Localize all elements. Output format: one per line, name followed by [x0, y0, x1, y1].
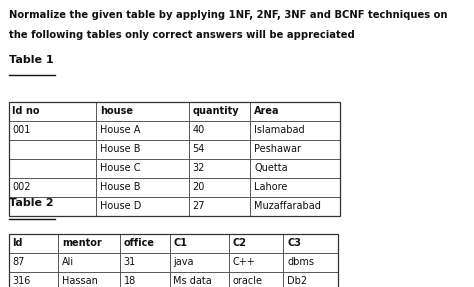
Bar	[58, 272, 120, 287]
Text: Quetta: Quetta	[254, 163, 288, 173]
Bar	[170, 272, 229, 287]
Bar	[170, 234, 229, 253]
Text: quantity: quantity	[192, 106, 239, 116]
Text: 87: 87	[12, 257, 25, 267]
Bar	[229, 253, 283, 272]
Text: Muzaffarabad: Muzaffarabad	[254, 201, 321, 211]
Text: 31: 31	[124, 257, 136, 267]
Text: Peshawar: Peshawar	[254, 144, 301, 154]
Bar	[96, 197, 189, 216]
Text: House D: House D	[100, 201, 141, 211]
Text: 316: 316	[12, 276, 31, 286]
Text: the following tables only correct answers will be appreciated: the following tables only correct answer…	[9, 30, 354, 40]
Bar	[96, 140, 189, 159]
Bar	[170, 253, 229, 272]
Text: Table 1: Table 1	[9, 55, 53, 65]
Bar	[9, 121, 96, 140]
Bar	[9, 272, 58, 287]
Text: 18: 18	[124, 276, 136, 286]
Text: Islamabad: Islamabad	[254, 125, 305, 135]
Text: Table 2: Table 2	[9, 198, 53, 208]
Bar	[229, 272, 283, 287]
Bar	[189, 197, 250, 216]
Text: House B: House B	[100, 182, 140, 192]
Text: Ali: Ali	[62, 257, 74, 267]
Text: Normalize the given table by applying 1NF, 2NF, 3NF and BCNF techniques on: Normalize the given table by applying 1N…	[9, 10, 447, 20]
Bar	[96, 102, 189, 121]
Text: oracle: oracle	[233, 276, 263, 286]
Text: java: java	[173, 257, 194, 267]
Bar	[250, 121, 340, 140]
Bar	[9, 140, 96, 159]
Text: office: office	[124, 238, 155, 248]
Bar	[189, 178, 250, 197]
Text: 27: 27	[192, 201, 205, 211]
Bar	[120, 272, 170, 287]
Text: C1: C1	[173, 238, 188, 248]
Text: mentor: mentor	[62, 238, 102, 248]
Bar	[189, 140, 250, 159]
Bar	[120, 234, 170, 253]
Bar	[283, 272, 338, 287]
Bar	[250, 197, 340, 216]
Bar	[9, 178, 96, 197]
Bar	[250, 102, 340, 121]
Text: House C: House C	[100, 163, 140, 173]
Text: 20: 20	[192, 182, 205, 192]
Bar	[96, 178, 189, 197]
Text: House A: House A	[100, 125, 140, 135]
Bar	[9, 102, 96, 121]
Bar	[9, 159, 96, 178]
Bar	[96, 159, 189, 178]
Bar	[120, 253, 170, 272]
Text: 40: 40	[192, 125, 205, 135]
Text: 001: 001	[12, 125, 31, 135]
Text: Area: Area	[254, 106, 280, 116]
Bar	[283, 234, 338, 253]
Text: 002: 002	[12, 182, 31, 192]
Bar	[9, 197, 96, 216]
Bar	[283, 253, 338, 272]
Text: 32: 32	[192, 163, 205, 173]
Text: C2: C2	[233, 238, 247, 248]
Text: house: house	[100, 106, 133, 116]
Bar	[9, 234, 58, 253]
Text: 54: 54	[192, 144, 205, 154]
Text: Lahore: Lahore	[254, 182, 287, 192]
Text: Id: Id	[12, 238, 23, 248]
Bar	[250, 159, 340, 178]
Bar	[58, 253, 120, 272]
Bar	[189, 121, 250, 140]
Text: dbms: dbms	[287, 257, 314, 267]
Bar	[189, 159, 250, 178]
Bar	[250, 140, 340, 159]
Text: C3: C3	[287, 238, 301, 248]
Text: Hassan: Hassan	[62, 276, 98, 286]
Bar	[58, 234, 120, 253]
Text: Db2: Db2	[287, 276, 307, 286]
Bar	[96, 121, 189, 140]
Bar	[9, 253, 58, 272]
Text: House B: House B	[100, 144, 140, 154]
Bar	[189, 102, 250, 121]
Bar	[9, 102, 340, 216]
Text: C++: C++	[233, 257, 255, 267]
Text: Ms data: Ms data	[173, 276, 212, 286]
Bar	[229, 234, 283, 253]
Bar	[250, 178, 340, 197]
Bar	[9, 234, 338, 287]
Text: Id no: Id no	[12, 106, 40, 116]
